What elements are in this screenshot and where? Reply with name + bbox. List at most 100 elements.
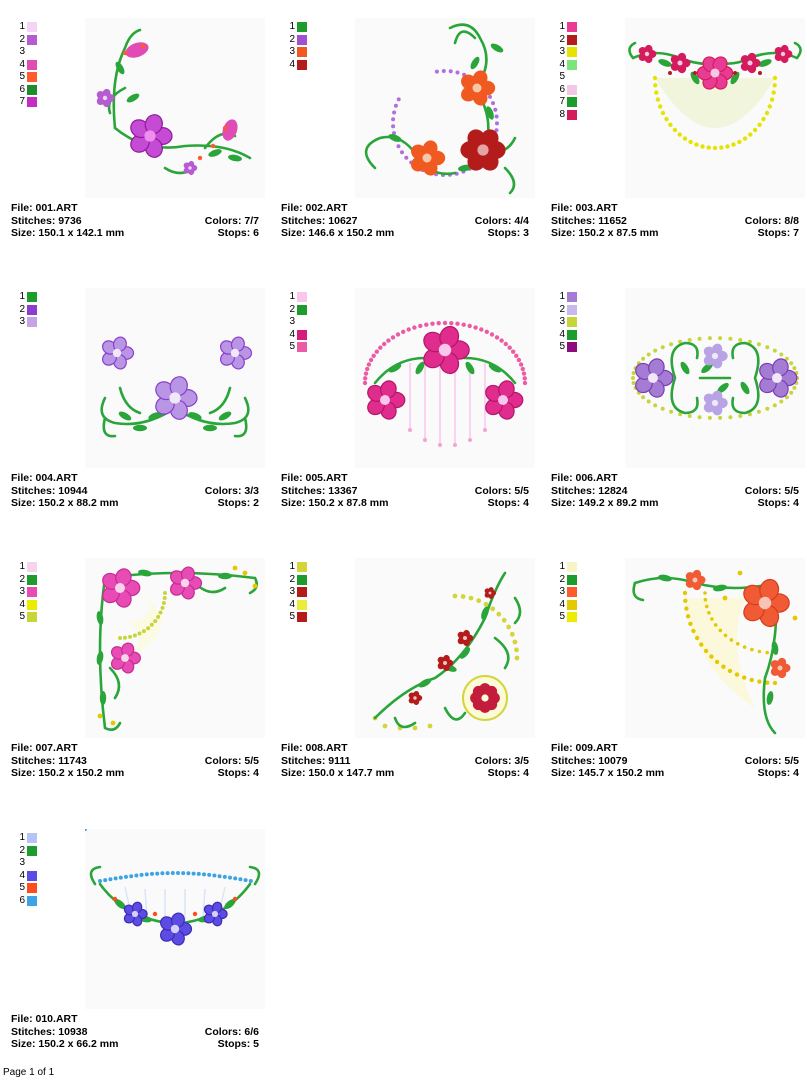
color-swatch-row: 5: [285, 611, 325, 624]
color-index: 1: [19, 561, 25, 573]
embroidery-motif-image: [85, 288, 265, 468]
color-swatch-row: 3: [285, 586, 325, 599]
info-row: Stitches: 13367 Colors: 5/5: [281, 485, 529, 498]
design-info: File: 006.ART Stitches: 12824 Colors: 5/5 S…: [551, 472, 799, 510]
color-index: 5: [559, 611, 565, 623]
color-index: 1: [19, 832, 25, 844]
color-swatch: [297, 599, 307, 610]
info-row: File: 009.ART: [551, 742, 799, 755]
color-index: 4: [559, 58, 565, 70]
info-row: File: 006.ART: [551, 472, 799, 485]
color-index: 2: [19, 303, 25, 315]
design-size: Size: 146.6 x 150.2 mm: [281, 227, 395, 239]
color-index: 3: [19, 46, 25, 58]
color-swatch: [27, 833, 37, 844]
color-swatch-row: 3: [285, 316, 325, 329]
color-swatch: [567, 109, 577, 120]
color-swatch: [297, 574, 307, 585]
info-row: Size: 150.2 x 88.2 mm Stops: 2: [11, 497, 259, 510]
info-row: Stitches: 10944 Colors: 3/3: [11, 485, 259, 498]
stitch-count: Stitches: 10944: [11, 484, 88, 497]
embroidery-preview: [355, 18, 535, 198]
design-info: File: 010.ART Stitches: 10938 Colors: 6/6 S…: [11, 1013, 259, 1051]
color-index: 2: [289, 573, 295, 585]
color-swatch: [27, 612, 37, 623]
design-size: Size: 150.2 x 87.8 mm: [281, 497, 389, 509]
color-swatch-row: 1: [15, 291, 55, 304]
color-swatch-row: 3: [555, 586, 595, 599]
color-index: 3: [19, 316, 25, 328]
stop-count: Stops: 4: [487, 497, 529, 509]
color-swatch-row: 7: [15, 96, 55, 109]
stop-count: Stops: 5: [217, 1038, 259, 1050]
file-name: File: 007.ART: [11, 742, 78, 754]
embroidery-motif-image: [625, 288, 805, 468]
color-index: 4: [19, 598, 25, 610]
info-row: Stitches: 10079 Colors: 5/5: [551, 755, 799, 768]
color-count: Colors: 8/8: [744, 214, 799, 227]
color-swatch: [567, 84, 577, 95]
color-swatch-row: 5: [555, 341, 595, 354]
stitch-count: Stitches: 10079: [551, 754, 628, 767]
color-swatch: [297, 587, 307, 598]
color-index: 3: [19, 586, 25, 598]
color-index: 4: [19, 58, 25, 70]
color-swatch-row: 5: [555, 611, 595, 624]
color-swatch-row: 3: [15, 857, 55, 870]
color-count: Colors: 7/7: [204, 214, 259, 227]
info-row: Stitches: 10627 Colors: 4/4: [281, 215, 529, 228]
color-swatch-row: 5: [15, 882, 55, 895]
stitch-count: Stitches: 12824: [551, 484, 628, 497]
embroidery-motif-image: [355, 288, 535, 468]
stitch-count: Stitches: 10938: [11, 1025, 88, 1038]
color-swatch-row: 4: [555, 59, 595, 72]
file-name: File: 004.ART: [11, 472, 78, 484]
stop-count: Stops: 2: [217, 497, 259, 509]
color-index: 4: [289, 328, 295, 340]
color-swatch-row: 1: [555, 291, 595, 304]
color-swatch-row: 3: [15, 316, 55, 329]
color-index: 4: [289, 598, 295, 610]
design-size: Size: 150.2 x 150.2 mm: [11, 767, 125, 779]
color-swatch: [567, 97, 577, 108]
color-swatch-row: 3: [15, 46, 55, 59]
embroidery-preview: [85, 18, 265, 198]
embroidery-motif-image: [85, 829, 265, 1009]
design-size: Size: 145.7 x 150.2 mm: [551, 767, 665, 779]
color-swatch-row: 6: [555, 84, 595, 97]
design-size: Size: 149.2 x 89.2 mm: [551, 497, 659, 509]
color-swatch-row: 4: [285, 329, 325, 342]
color-swatch: [567, 599, 577, 610]
color-swatch-row: 2: [15, 304, 55, 317]
info-row: Size: 145.7 x 150.2 mm Stops: 4: [551, 767, 799, 780]
color-swatch: [27, 574, 37, 585]
color-swatch: [567, 304, 577, 315]
info-row: Size: 146.6 x 150.2 mm Stops: 3: [281, 227, 529, 240]
info-row: File: 008.ART: [281, 742, 529, 755]
color-swatch-row: 2: [555, 304, 595, 317]
color-index: 2: [289, 33, 295, 45]
design-info: File: 004.ART Stitches: 10944 Colors: 3/3 S…: [11, 472, 259, 510]
stitch-count: Stitches: 9736: [11, 214, 82, 227]
color-swatch-row: 2: [15, 34, 55, 47]
color-index: 2: [559, 573, 565, 585]
color-swatch: [567, 317, 577, 328]
color-index: 5: [19, 71, 25, 83]
info-row: Stitches: 9736 Colors: 7/7: [11, 215, 259, 228]
color-swatch: [27, 895, 37, 906]
color-swatch: [567, 47, 577, 58]
color-swatch: [567, 59, 577, 70]
color-index: 2: [19, 33, 25, 45]
stop-count: Stops: 6: [217, 227, 259, 239]
color-swatch-row: 1: [15, 561, 55, 574]
color-swatch: [297, 562, 307, 573]
color-index: 5: [289, 611, 295, 623]
color-count: Colors: 3/3: [204, 484, 259, 497]
